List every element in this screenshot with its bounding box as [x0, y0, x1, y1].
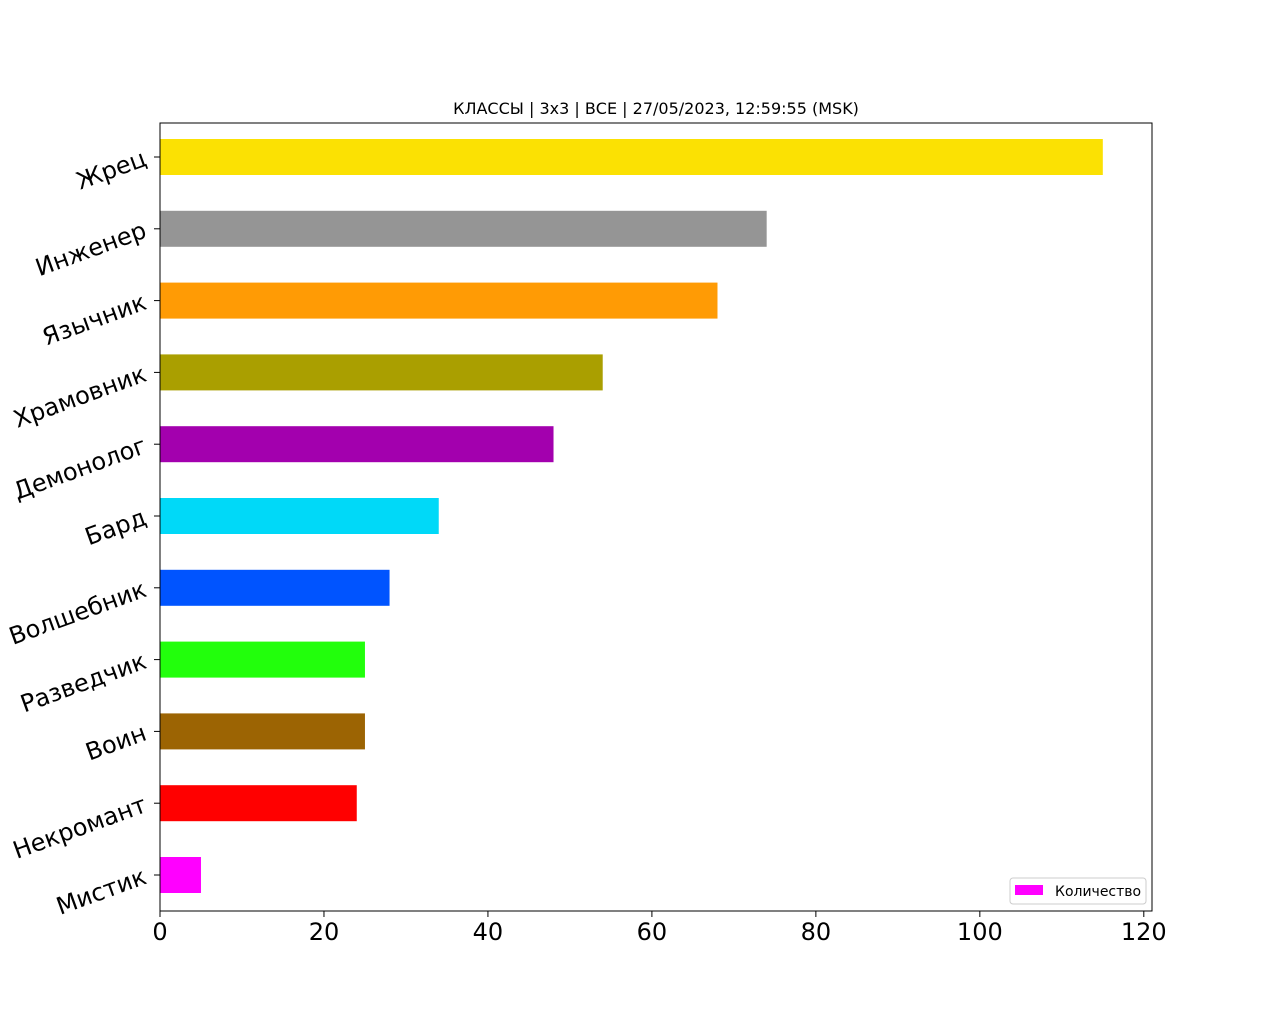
legend-swatch [1015, 885, 1043, 895]
y-tick-label: Инженер [32, 216, 150, 282]
bar [160, 785, 357, 822]
y-tick-label: Мистик [53, 862, 151, 920]
y-tick-label: Демонолог [10, 432, 150, 506]
bar [160, 282, 718, 319]
y-tick-label: Воин [82, 719, 150, 767]
legend-label: Количество [1055, 884, 1141, 900]
bar [160, 857, 201, 893]
y-tick-label: Разведчик [17, 647, 150, 718]
bar [160, 569, 390, 606]
bar [160, 498, 439, 534]
y-tick-label: Язычник [39, 288, 150, 351]
bar [160, 210, 767, 247]
y-tick-label: Некромант [9, 791, 150, 865]
legend: Количество [1009, 877, 1147, 905]
chart-title: КЛАССЫ | 3x3 | ВСЕ | 27/05/2023, 12:59:5… [453, 99, 859, 118]
bar [160, 426, 554, 463]
y-tick-label: Храмовник [10, 360, 150, 434]
y-tick-label: Жрец [73, 144, 150, 195]
x-tick-label: 60 [637, 918, 668, 946]
x-tick-label: 100 [957, 918, 1003, 946]
bar [160, 641, 365, 678]
x-tick-label: 0 [152, 918, 167, 946]
y-tick-label: Бард [81, 503, 150, 551]
x-tick-label: 20 [309, 918, 340, 946]
x-tick-label: 120 [1121, 918, 1167, 946]
y-tick-label: Волшебник [5, 575, 150, 650]
x-tick-label: 80 [801, 918, 832, 946]
plot-frame [159, 122, 1153, 912]
bars-layer [160, 139, 1103, 893]
bar [160, 354, 603, 391]
x-axis: 0 20 40 60 80 100 120 [152, 911, 1167, 946]
bar [160, 713, 365, 750]
bar [160, 139, 1103, 175]
x-tick-label: 40 [473, 918, 504, 946]
legend-box [1009, 877, 1147, 905]
